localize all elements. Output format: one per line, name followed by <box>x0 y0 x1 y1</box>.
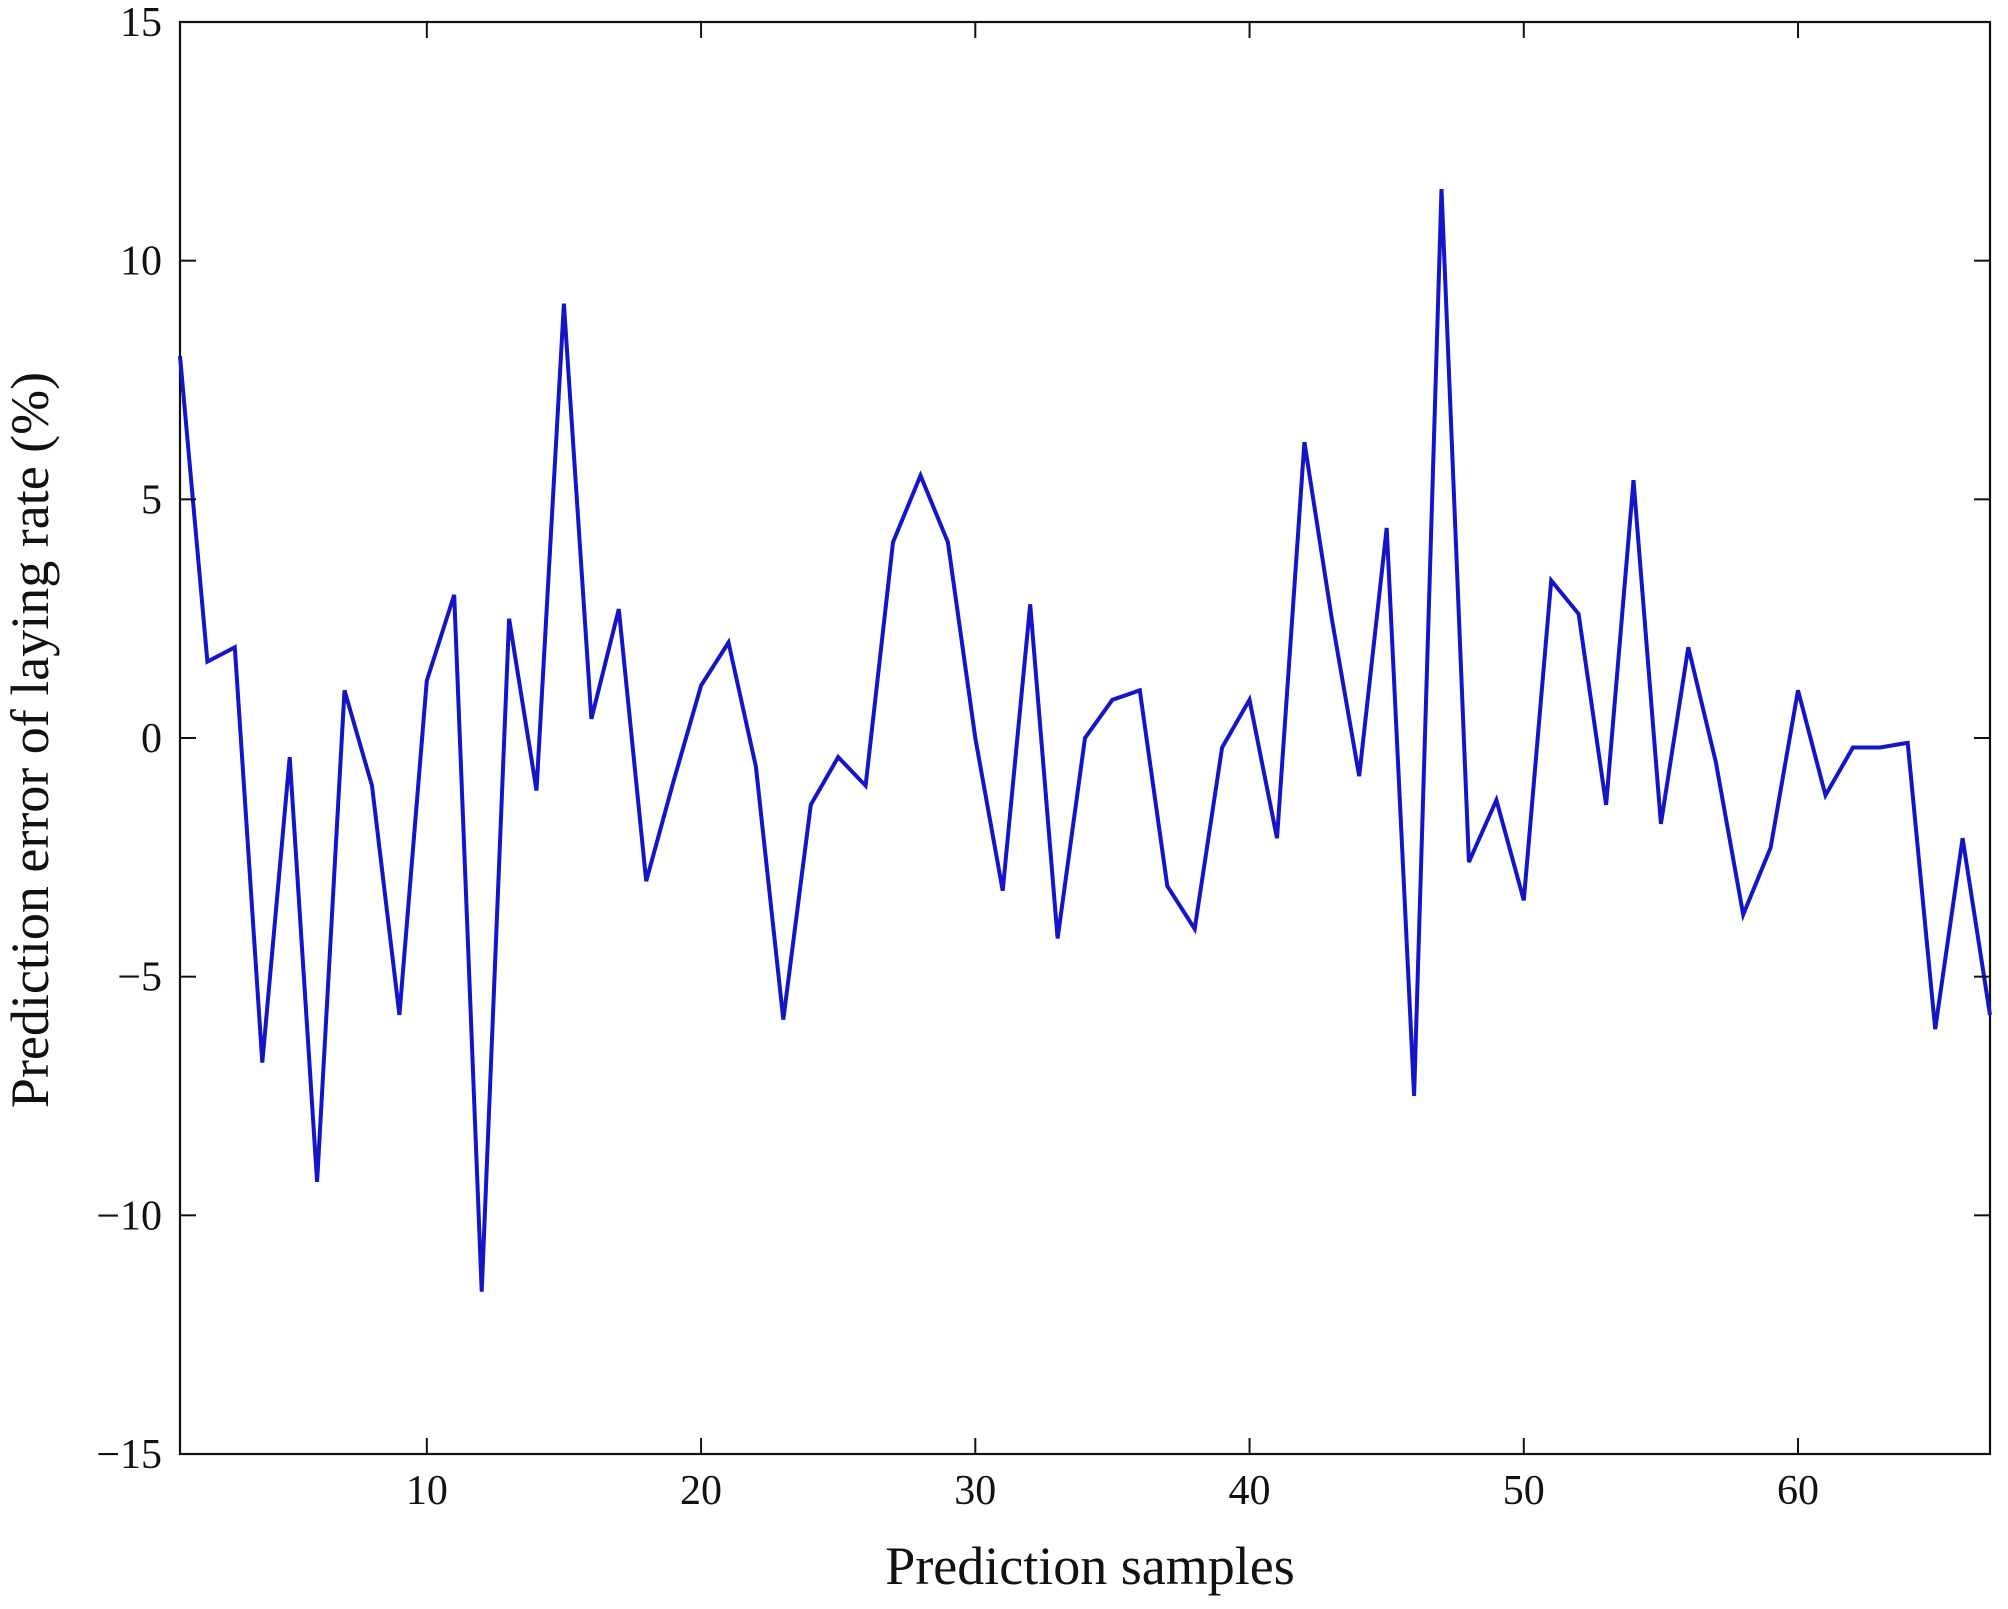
y-tick-label: 0 <box>141 716 162 762</box>
y-tick-label: 5 <box>141 477 162 523</box>
x-tick-label: 30 <box>954 1468 996 1514</box>
x-axis-label: Prediction samples <box>885 1536 1294 1596</box>
y-tick-label: −10 <box>96 1193 162 1239</box>
series-layer <box>178 189 1992 1292</box>
y-tick-label: −5 <box>117 955 162 1001</box>
y-tick-label: 15 <box>120 0 162 46</box>
y-axis-label: Prediction error of laying rate (%) <box>0 372 60 1108</box>
y-axis: −15 −10 −5 0 5 10 15 <box>96 0 1990 1478</box>
x-tick-label: 10 <box>406 1468 448 1514</box>
y-tick-label: −15 <box>96 1432 162 1478</box>
x-tick-label: 20 <box>680 1468 722 1514</box>
x-tick-label: 40 <box>1229 1468 1271 1514</box>
series-line <box>178 189 1992 1292</box>
x-axis: 10 20 30 40 50 60 <box>406 22 1819 1514</box>
x-tick-label: 60 <box>1777 1468 1819 1514</box>
x-tick-label: 50 <box>1503 1468 1545 1514</box>
y-tick-label: 10 <box>120 239 162 285</box>
